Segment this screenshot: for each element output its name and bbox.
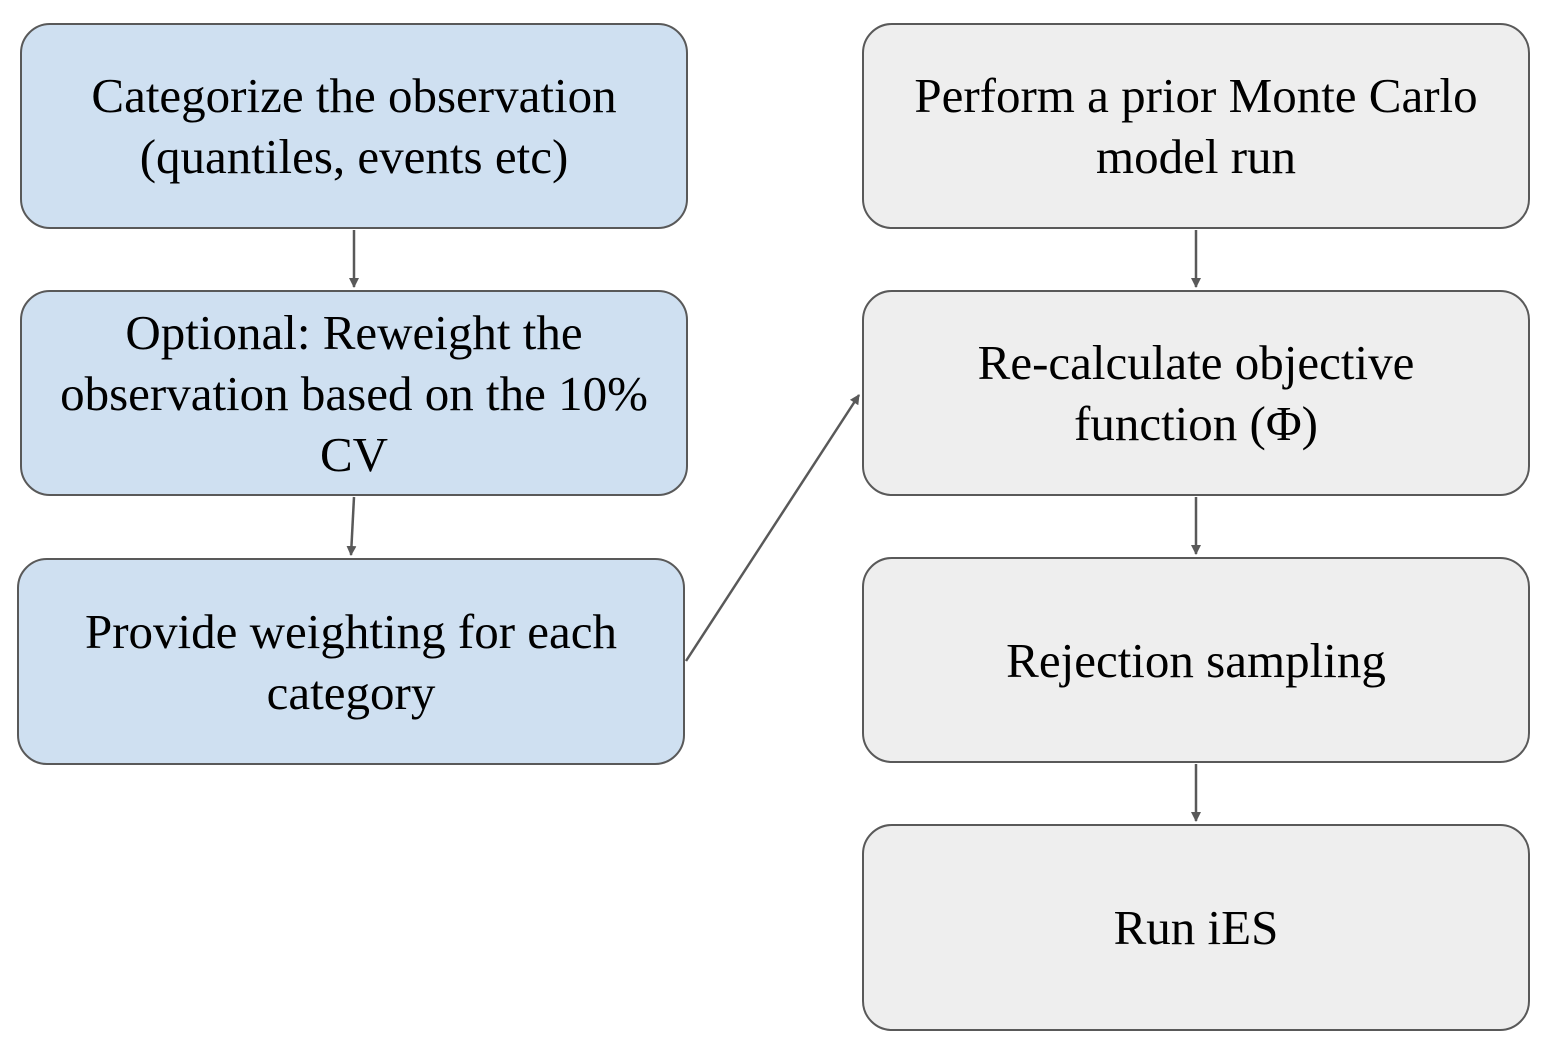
node-prior-monte-carlo: Perform a prior Monte Carlo model run (862, 23, 1530, 229)
node-label-objective: Re-calculate objective function (Φ) (977, 335, 1415, 451)
node-reweight-observation: Optional: Reweight the observation based… (20, 290, 688, 496)
node-run-ies: Run iES (862, 824, 1530, 1031)
node-provide-weighting: Provide weighting for each category (17, 558, 685, 765)
node-label-reweight: Optional: Reweight the observation based… (60, 304, 648, 482)
node-label-montecarlo: Perform a prior Monte Carlo model run (914, 68, 1478, 184)
node-label-categorize: Categorize the observation (quantiles, e… (91, 68, 617, 184)
node-label-ies: Run iES (1113, 900, 1279, 955)
node-recalculate-objective: Re-calculate objective function (Φ) (862, 290, 1530, 496)
node-rejection-sampling: Rejection sampling (862, 557, 1530, 763)
arrow-weighting-to-objective (684, 394, 861, 662)
arrow-reweight-to-weighting (346, 496, 357, 556)
node-label-weighting: Provide weighting for each category (84, 603, 618, 720)
node-label-rejection: Rejection sampling (1006, 632, 1386, 688)
node-categorize-observation: Categorize the observation (quantiles, e… (20, 23, 688, 229)
